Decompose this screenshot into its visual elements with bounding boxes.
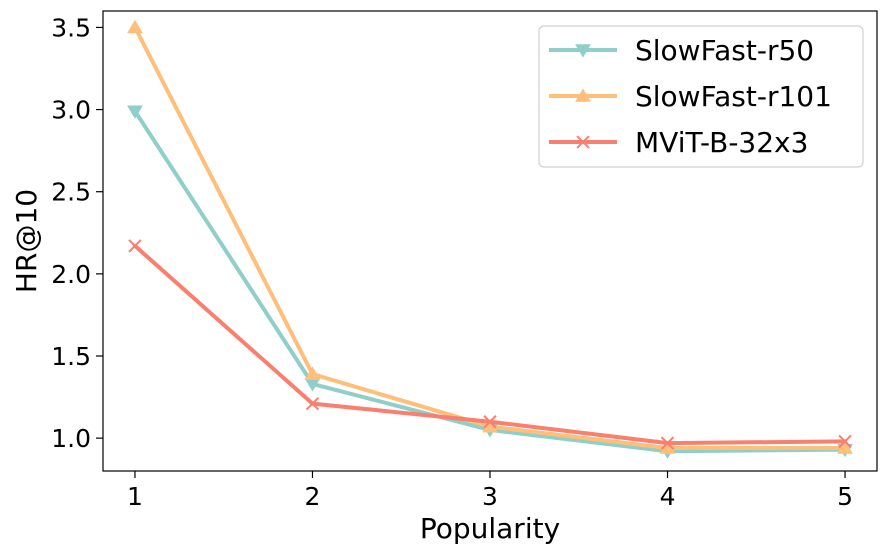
legend: SlowFast-r50 SlowFast-r101 MViT-B-32x3 [538,25,864,168]
y-tick-label: 3.0 [51,96,91,125]
y-tick-label: 2.5 [51,178,91,207]
data-point [304,366,321,380]
legend-marker [575,88,591,102]
x-tick-label: 4 [660,482,676,511]
legend-marker [576,135,590,149]
data-point-stroke-b [483,415,497,429]
legend-marker-stroke-b [576,135,590,149]
data-point [127,19,143,34]
data-point [483,415,497,429]
legend-label: SlowFast-r50 [635,34,814,67]
x-tick-label: 5 [837,482,853,511]
series-2 [127,19,853,454]
series-3 [128,239,852,450]
data-point-stroke-b [305,396,320,411]
legend-label: SlowFast-r101 [635,80,832,113]
data-point [127,105,143,119]
legend-item: MViT-B-32x3 [549,126,808,159]
y-tick-label: 1.0 [51,424,91,453]
y-tick-label: 3.5 [51,13,91,42]
x-axis-label: Popularity [420,512,560,545]
x-tick-label: 1 [127,482,143,511]
legend-marker [575,44,591,58]
data-point [305,396,320,411]
y-axis-label: HR@10 [10,189,43,293]
data-point-stroke-b [660,436,675,450]
data-point [128,239,142,253]
data-point [660,436,675,450]
data-point-stroke-b [128,239,142,253]
y-tick-label: 2.0 [51,260,91,289]
legend-label: MViT-B-32x3 [635,126,808,159]
legend-item: SlowFast-r50 [549,34,814,67]
x-tick-label: 2 [305,482,321,511]
data-point [838,434,852,449]
y-tick-label: 1.5 [51,342,91,371]
data-point-stroke-b [838,434,852,449]
legend-item: SlowFast-r101 [549,80,832,113]
data-point [837,440,853,454]
x-tick-label: 3 [482,482,498,511]
legend-frame [538,25,864,168]
